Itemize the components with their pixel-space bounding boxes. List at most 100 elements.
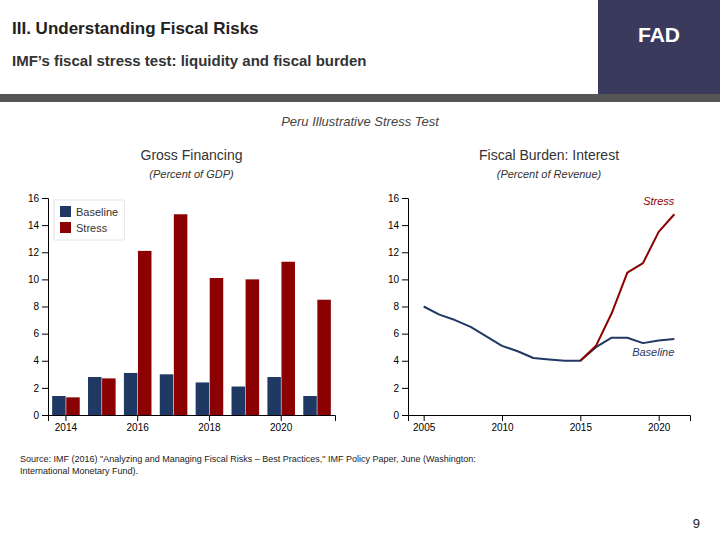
y-tick-mark [42,361,48,362]
series-label: Stress [643,195,675,207]
x-tick: 2016 [127,415,150,433]
bar [303,396,317,415]
series-label: Baseline [632,346,674,358]
bar [174,214,188,415]
x-tick-mark [502,415,503,421]
line [424,307,675,361]
x-tick-label: 2014 [55,422,78,433]
y-tick: 14 [388,220,408,231]
header-rule [0,94,720,102]
y-tick: 10 [28,274,48,285]
y-tick-label: 6 [33,328,39,339]
x-tick-label: 2005 [413,422,436,433]
x-tick-mark [424,415,425,421]
y-tick: 6 [33,328,48,339]
chart-page: III. Understanding Fiscal RisksIMF’s fis… [0,0,720,540]
y-tick-label: 0 [393,410,399,421]
x-tick: 2005 [413,415,436,433]
bar [52,396,66,415]
bar [317,300,331,415]
y-tick-mark [402,415,408,416]
lines [424,214,675,360]
y-tick: 16 [388,193,408,204]
x-tick-label: 2020 [270,422,293,433]
y-tick-mark [42,307,48,308]
x-tick-label: 2020 [648,422,671,433]
y-tick: 8 [33,301,48,312]
y-tick-mark [402,307,408,308]
x-tick-label: 2016 [127,422,150,433]
page-title: III. Understanding Fiscal Risks [12,19,259,38]
x-tick-mark [209,415,210,421]
y-axis: 0246810121416 [28,193,49,421]
legend-swatch [60,206,71,217]
bar [160,374,174,415]
y-tick-mark [42,415,48,416]
y-tick-mark [402,198,408,199]
bar [102,378,116,415]
bar [210,278,224,415]
bar [232,387,246,415]
bar-series [66,214,331,415]
y-tick: 12 [28,247,48,258]
y-tick-label: 10 [28,274,40,285]
y-tick: 16 [28,193,48,204]
y-tick-mark [42,252,48,253]
x-tick: 2020 [270,415,293,433]
bar [88,377,102,415]
x-axis: 2014201620182020 [49,415,336,433]
y-tick-label: 14 [28,220,40,231]
y-tick-mark [402,334,408,335]
x-tick: 2015 [570,415,593,433]
logo-box [598,0,720,94]
y-tick-label: 8 [393,301,399,312]
x-axis-line [49,416,336,422]
y-axis: 0246810121416 [388,193,409,421]
chart-subtitle: (Percent of Revenue) [497,168,602,180]
bar [124,373,138,415]
x-tick: 2014 [55,415,78,433]
x-tick-mark [137,415,138,421]
chart-title: Gross Financing [141,147,243,163]
x-axis: 2005 2010 2015 2020 [409,415,691,433]
legend-label: Baseline [76,206,118,218]
x-tick-label: 2015 [570,422,593,433]
y-tick-mark [402,388,408,389]
y-tick-label: 2 [393,383,399,394]
y-tick-mark [402,225,408,226]
line [580,214,674,360]
y-tick: 0 [393,410,408,421]
y-tick-mark [402,361,408,362]
x-tick-mark [281,415,282,421]
y-tick: 4 [393,355,408,366]
bar [138,251,152,415]
y-tick-mark [42,279,48,280]
x-tick-label: 2010 [491,422,514,433]
legend-item: Stress [60,222,108,234]
x-tick: 2020 [648,415,671,433]
y-tick: 8 [393,301,408,312]
legend-swatch [60,222,71,233]
bar [267,377,281,415]
y-tick-label: 0 [33,410,39,421]
logo-text: FAD [638,23,680,46]
legend-item: Baseline [60,206,118,218]
chart-title: Fiscal Burden: Interest [479,147,619,163]
y-tick-label: 14 [388,220,400,231]
y-tick-mark [402,279,408,280]
bars [52,214,331,415]
x-tick: 2010 [491,415,514,433]
section-subtitle: Peru Illustrative Stress Test [281,114,440,129]
x-tick-mark [659,415,660,421]
bar [246,279,260,415]
y-tick: 14 [28,220,48,231]
bar [196,382,210,415]
chart-subtitle: (Percent of GDP) [149,168,234,180]
bar [281,262,295,415]
y-tick-label: 4 [393,355,399,366]
legend-frame [54,200,124,240]
y-axis-line [42,199,49,416]
y-tick: 6 [393,328,408,339]
y-tick-label: 12 [388,247,400,258]
y-tick-label: 6 [393,328,399,339]
